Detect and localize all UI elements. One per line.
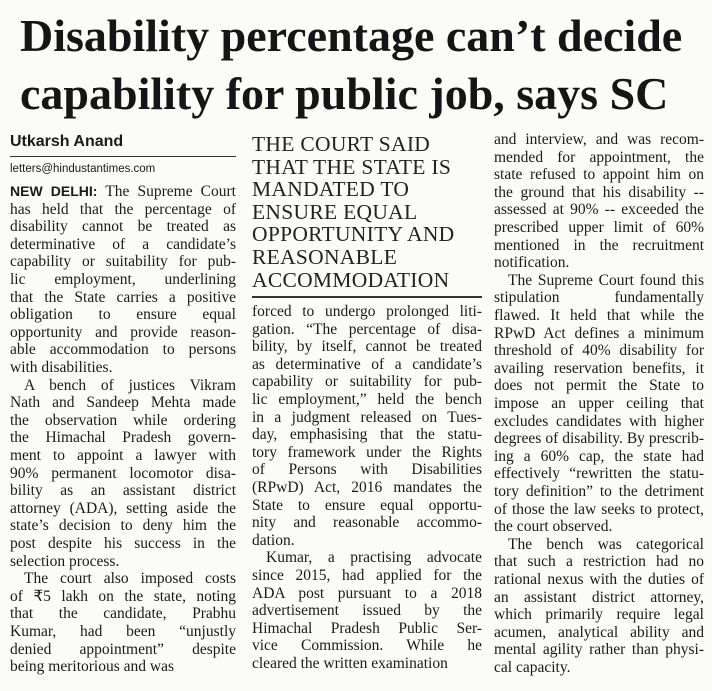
- text-line: capability or suitability for pub-: [10, 253, 236, 271]
- text-line: the court observed.: [494, 518, 613, 536]
- text-line: of Persons with Disabilities: [252, 461, 482, 479]
- text-line: post despite his success in the: [10, 535, 236, 552]
- text-line: obligation to ensure equal: [10, 306, 236, 324]
- text-line: acumen, analytical ability and: [494, 623, 704, 641]
- rule: [252, 296, 482, 298]
- byline: Utkarsh Anand: [10, 133, 124, 150]
- text-line: mentioned in the recruitment: [494, 236, 704, 254]
- text-line: NEW DELHI: The Supreme Court: [10, 183, 236, 201]
- text-line: ing a 60% cap, the state had: [494, 447, 704, 465]
- text-line: since 2015, had applied for the: [252, 567, 482, 584]
- text-line: rational nexus with the duties of: [494, 571, 704, 588]
- text-line: able accommodation to persons: [10, 341, 236, 359]
- text-line: an assistant district attorney,: [494, 588, 704, 606]
- pull-quote-line: OPPORTUNITY AND: [252, 222, 455, 247]
- pull-quote-line: REASONABLE: [252, 245, 398, 269]
- email: letters@hindustantimes.com: [10, 163, 156, 175]
- text-line: tory framework under the Rights: [252, 443, 482, 461]
- text-line: assessed at 90% -- exceeded the: [494, 201, 704, 219]
- text-line: has held that the percentage of: [10, 200, 236, 218]
- pull-quote-line: ENSURE EQUAL: [252, 199, 418, 224]
- text-line: impose an upper ceiling that: [494, 395, 704, 412]
- text-line: mental agility rather than physi-: [494, 641, 704, 659]
- text-line: being meritorious and was: [10, 658, 175, 676]
- text-line: nity and reasonable accommo-: [252, 514, 482, 532]
- pull-quote-line: MANDATED TO: [252, 177, 410, 202]
- text-line: day, emphasising that the statu-: [252, 426, 482, 444]
- text-line: lic employment, underlining: [10, 271, 236, 288]
- text-line: the ground that his disability --: [494, 183, 704, 201]
- text-line: (RPwD) Act, 2016 mandates the: [252, 479, 482, 496]
- text-line: bility as an assistant district: [10, 482, 236, 500]
- text-line: forced to undergo prolonged liti-: [252, 303, 482, 320]
- text-line: opportunity and provide reason-: [10, 323, 236, 341]
- text-line: state refused to appoint him on: [494, 166, 704, 184]
- text-line: with disabilities.: [10, 359, 113, 376]
- text-line: state’s decision to deny him the: [10, 517, 236, 535]
- pull-quote-line: THE COURT SAID: [252, 132, 431, 156]
- text-line: capability or suitability for pub-: [252, 373, 482, 391]
- text-line: A bench of justices Vikram: [24, 376, 236, 394]
- text: The Supreme Court: [97, 183, 236, 200]
- text-line: ADA post pursuant to a 2018: [252, 584, 482, 602]
- text-line: advertisement issued by the: [252, 602, 482, 620]
- text-line: effectively “rewritten the statu-: [494, 465, 704, 483]
- text-line: the Himachal Pradesh govern-: [10, 429, 236, 447]
- text-line: flawed. It held that while the: [494, 307, 704, 324]
- text-line: stipulation fundamentally: [494, 289, 704, 307]
- text-line: of ₹5 lakh on the state, noting: [10, 587, 236, 605]
- text-line: excludes candidates with higher: [494, 412, 704, 430]
- text-line: denied appointment” despite: [10, 640, 236, 658]
- text-line: Kumar, a practising advocate: [266, 549, 482, 567]
- text-line: State to ensure equal opportu-: [252, 496, 482, 514]
- text-line: degrees of disability. By prescrib-: [494, 430, 704, 448]
- pull-quote-line: ACCOMMODATION: [252, 267, 450, 292]
- dateline: NEW DELHI:: [10, 183, 98, 199]
- text-line: tory definition” to the detriment: [494, 483, 704, 500]
- text-line: notification.: [494, 254, 570, 272]
- text-line: in a judgment released on Tues-: [252, 408, 482, 426]
- pull-quote-line: THAT THE STATE IS: [252, 154, 452, 179]
- text-line: Himachal Pradesh Public Ser-: [252, 619, 482, 637]
- text-line: lic employment,” held the bench: [252, 391, 482, 408]
- text-line: disability cannot be treated as: [10, 218, 236, 236]
- text-line: availing reservation benefits, it: [494, 359, 704, 377]
- headline: capability for public job, says SC: [20, 68, 669, 119]
- text-line: RPwD Act defines a minimum: [494, 324, 704, 342]
- text-line: bility, by itself, cannot be treated: [252, 338, 482, 356]
- text-line: as determinative of a candidate’s: [252, 355, 482, 373]
- text-line: determinative of a candidate’s: [10, 235, 236, 253]
- text-line: ment to appoint a lawyer with: [10, 447, 236, 464]
- text-line: that such a restriction had no: [494, 553, 704, 571]
- text-line: does not permit the State to: [494, 377, 704, 395]
- text-line: the observation while ordering: [10, 411, 236, 429]
- text-line: Kumar, had been “unjustly: [10, 623, 236, 640]
- text-line: threshold of 40% disability for: [494, 342, 704, 360]
- headline: Disability percentage can’t decide: [20, 10, 683, 61]
- text-line: prescribed upper limit of 60%: [494, 219, 704, 236]
- text-line: vice Commission. While he: [252, 637, 482, 655]
- text-line: mended for appointment, the: [494, 148, 704, 166]
- text-line: 90% permanent locomotor disa-: [10, 464, 236, 482]
- text-line: of those the law seeks to protect,: [494, 500, 704, 518]
- text-line: selection process.: [10, 552, 120, 570]
- text-line: and interview, and was recom-: [494, 131, 704, 148]
- text-line: which primarily require legal: [494, 606, 704, 624]
- text-line: attorney (ADA), setting aside the: [10, 499, 236, 517]
- text-line: Nath and Sandeep Mehta made: [10, 394, 236, 412]
- text-line: cleared the written examination: [252, 655, 448, 672]
- text-line: The bench was categorical: [508, 535, 704, 553]
- text-line: dation.: [252, 531, 295, 549]
- text-line: The Supreme Court found this: [508, 271, 704, 289]
- text-line: gation. “The percentage of disa-: [252, 320, 482, 338]
- text-line: that the candidate, Prabhu: [10, 605, 236, 623]
- text-line: cal capacity.: [494, 659, 571, 676]
- rule: [10, 156, 236, 157]
- text-line: that the State carries a positive: [10, 288, 236, 306]
- text-line: The court also imposed costs: [24, 570, 236, 588]
